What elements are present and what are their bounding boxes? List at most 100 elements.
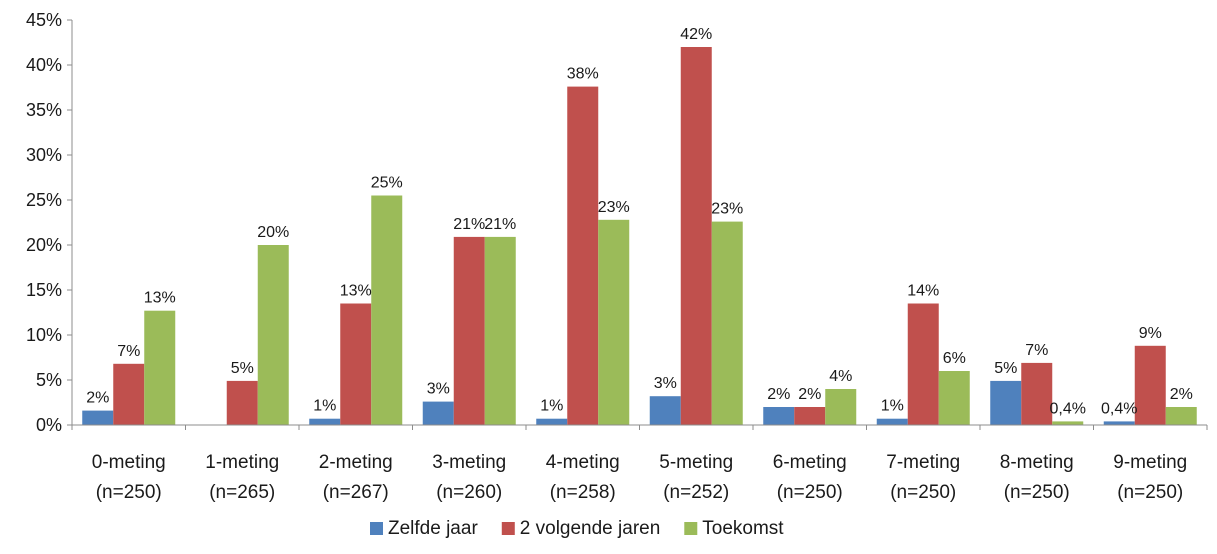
data-label: 2% <box>86 390 109 407</box>
legend-swatch <box>370 522 383 535</box>
bar <box>598 219 630 425</box>
data-label: 0,4% <box>1101 400 1137 417</box>
x-tick-label: 3-meting <box>432 452 506 473</box>
bar <box>309 418 341 425</box>
bar <box>680 47 712 425</box>
data-label: 3% <box>427 381 450 398</box>
bar <box>340 303 372 425</box>
data-label: 0,4% <box>1050 400 1086 417</box>
bar <box>82 410 114 425</box>
x-tick-sublabel: (n=250) <box>890 482 956 503</box>
x-tick-label: 5-meting <box>659 452 733 473</box>
x-tick-label: 4-meting <box>546 452 620 473</box>
data-label: 2% <box>767 386 790 403</box>
data-label: 3% <box>654 375 677 392</box>
legend-label: Zelfde jaar <box>388 518 478 539</box>
y-tick-label: 0% <box>36 415 62 435</box>
y-tick-label: 10% <box>26 325 62 345</box>
legend-item: Zelfde jaar <box>370 518 478 539</box>
data-label: 4% <box>829 368 852 385</box>
data-label: 7% <box>1025 342 1048 359</box>
x-tick-label: 8-meting <box>1000 452 1074 473</box>
bar <box>1021 362 1053 425</box>
y-tick-label: 5% <box>36 370 62 390</box>
data-label: 25% <box>371 175 403 192</box>
x-tick-label: 0-meting <box>92 452 166 473</box>
data-label: 38% <box>567 66 599 83</box>
data-label: 6% <box>943 350 966 367</box>
x-tick-sublabel: (n=265) <box>209 482 275 503</box>
y-tick-label: 40% <box>26 55 62 75</box>
bar <box>257 245 289 425</box>
legend-label: Toekomst <box>702 518 784 539</box>
data-label: 21% <box>484 216 516 233</box>
legend-item: 2 volgende jaren <box>501 518 661 539</box>
bar <box>1052 421 1084 425</box>
x-tick-label: 7-meting <box>886 452 960 473</box>
data-label: 14% <box>907 283 939 300</box>
data-label: 5% <box>994 360 1017 377</box>
y-tick-label: 30% <box>26 145 62 165</box>
x-tick-sublabel: (n=260) <box>436 482 502 503</box>
bar <box>453 236 485 425</box>
bar <box>825 389 857 425</box>
y-tick-label: 15% <box>26 280 62 300</box>
x-tick-sublabel: (n=250) <box>777 482 843 503</box>
x-tick-sublabel: (n=267) <box>323 482 389 503</box>
bar <box>371 195 403 425</box>
legend-swatch <box>501 522 515 535</box>
data-label: 13% <box>144 290 176 307</box>
legend-label: 2 volgende jaren <box>520 518 661 539</box>
y-tick-label: 25% <box>26 190 62 210</box>
data-label: 20% <box>257 224 289 241</box>
data-label: 13% <box>340 283 372 300</box>
bar <box>422 401 454 425</box>
data-label: 5% <box>231 360 254 377</box>
bar <box>1165 407 1197 425</box>
x-tick-sublabel: (n=252) <box>663 482 729 503</box>
y-tick-label: 35% <box>26 100 62 120</box>
x-tick-sublabel: (n=250) <box>1004 482 1070 503</box>
data-label: 2% <box>798 386 821 403</box>
data-label: 1% <box>881 398 904 415</box>
bars <box>82 47 1197 425</box>
bar <box>794 407 826 425</box>
bar <box>144 310 176 425</box>
bar <box>907 303 939 425</box>
x-tick-label: 6-meting <box>773 452 847 473</box>
bar <box>938 371 970 425</box>
data-label: 2% <box>1170 386 1193 403</box>
x-axis: 0-meting (n=250) 1-meting (n=265) 2-meting (n… <box>71 424 1208 503</box>
bar <box>876 418 908 425</box>
data-label: 1% <box>540 398 563 415</box>
data-label: 23% <box>711 201 743 218</box>
bar <box>763 407 795 425</box>
data-labels: 2% 7% 13% 5% 20% 1% 13% 25% 3% 21%21% 1% 38% 23% 3% 42… <box>86 26 1193 417</box>
legend-swatch <box>684 522 698 535</box>
x-tick-sublabel: (n=258) <box>550 482 616 503</box>
bar <box>1103 421 1135 425</box>
data-label: 1% <box>313 398 336 415</box>
bar <box>484 236 516 425</box>
y-tick-label: 20% <box>26 235 62 255</box>
x-tick-sublabel: (n=250) <box>1117 482 1183 503</box>
x-tick-label: 2-meting <box>319 452 393 473</box>
x-tick-sublabel: (n=250) <box>96 482 162 503</box>
data-label: 9% <box>1139 325 1162 342</box>
bar <box>113 363 145 425</box>
x-tick-label: 1-meting <box>205 452 279 473</box>
data-label: 23% <box>598 199 630 216</box>
y-axis: 0% 5% 10% 15% 20% 25% 30% 35% 40% 45% <box>26 10 73 435</box>
bar <box>1134 345 1166 425</box>
y-tick-label: 45% <box>26 10 62 30</box>
legend: Zelfde jaar 2 volgende jaren Toekomst <box>370 518 784 539</box>
bar <box>649 396 681 425</box>
bar <box>711 221 743 425</box>
bar <box>567 86 599 425</box>
bar <box>536 418 568 425</box>
bar <box>990 380 1022 425</box>
legend-item: Toekomst <box>684 518 784 539</box>
data-label: 42% <box>680 26 712 43</box>
data-label: 7% <box>117 343 140 360</box>
